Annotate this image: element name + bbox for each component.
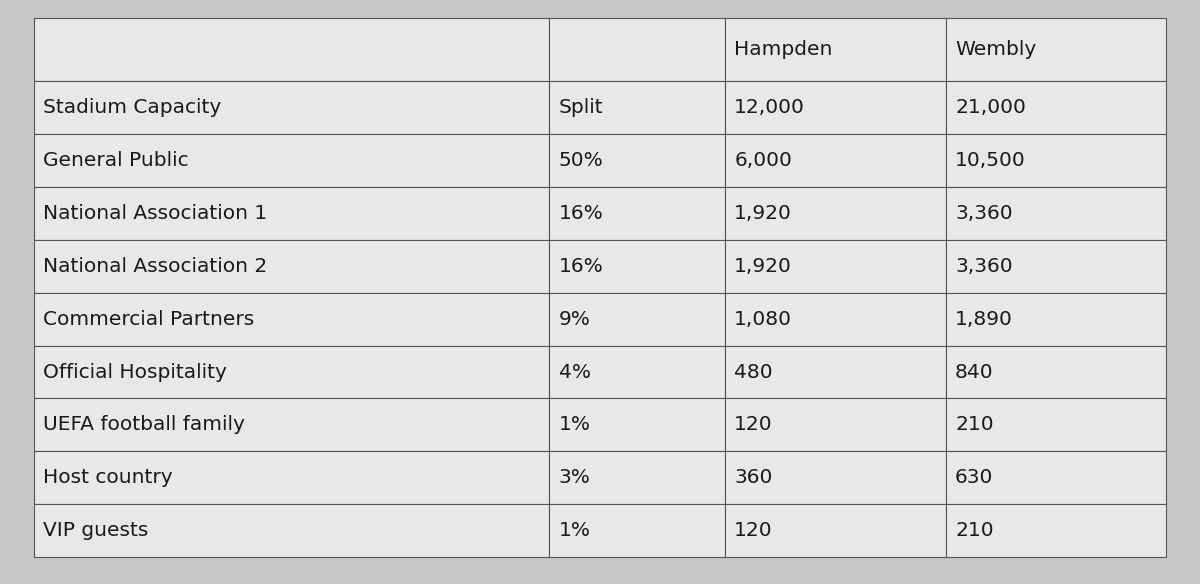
Text: 21,000: 21,000 [955, 98, 1026, 117]
Bar [946, 187, 1166, 239]
Text: VIP guests: VIP guests [43, 522, 149, 540]
Text: 6,000: 6,000 [734, 151, 792, 169]
Bar [550, 346, 725, 398]
Text: Hampden: Hampden [734, 40, 833, 58]
Text: 630: 630 [955, 468, 994, 488]
Text: 840: 840 [955, 363, 994, 381]
Text: 480: 480 [734, 363, 773, 381]
Text: 9%: 9% [559, 310, 590, 329]
Text: 1,920: 1,920 [734, 204, 792, 223]
Text: Commercial Partners: Commercial Partners [43, 310, 254, 329]
Bar [34, 293, 550, 346]
Text: General Public: General Public [43, 151, 188, 169]
Bar [550, 187, 725, 239]
Text: 3,360: 3,360 [955, 204, 1013, 223]
Text: 210: 210 [955, 415, 994, 434]
Text: 4%: 4% [559, 363, 590, 381]
Bar [946, 239, 1166, 293]
Text: 360: 360 [734, 468, 773, 488]
Bar [34, 81, 550, 134]
Text: 1,890: 1,890 [955, 310, 1013, 329]
Bar [550, 18, 725, 81]
Text: National Association 2: National Association 2 [43, 256, 268, 276]
Bar [550, 398, 725, 451]
Text: Stadium Capacity: Stadium Capacity [43, 98, 222, 117]
Bar [725, 81, 946, 134]
Text: 120: 120 [734, 415, 773, 434]
Text: 1,920: 1,920 [734, 256, 792, 276]
Bar [550, 293, 725, 346]
Bar [946, 505, 1166, 557]
Text: 12,000: 12,000 [734, 98, 805, 117]
Bar [946, 451, 1166, 505]
Bar [946, 134, 1166, 187]
Text: 50%: 50% [559, 151, 604, 169]
Bar [550, 81, 725, 134]
Text: 1%: 1% [559, 522, 590, 540]
Bar [725, 451, 946, 505]
Bar [34, 18, 550, 81]
Bar [946, 293, 1166, 346]
Bar [550, 134, 725, 187]
Bar [34, 398, 550, 451]
Bar [946, 346, 1166, 398]
Text: 16%: 16% [559, 204, 604, 223]
Text: Split: Split [559, 98, 604, 117]
Text: Host country: Host country [43, 468, 173, 488]
Text: 1,080: 1,080 [734, 310, 792, 329]
Text: National Association 1: National Association 1 [43, 204, 268, 223]
Bar [34, 346, 550, 398]
Bar [725, 293, 946, 346]
Bar [946, 18, 1166, 81]
Bar [34, 505, 550, 557]
Bar [725, 398, 946, 451]
Text: UEFA football family: UEFA football family [43, 415, 245, 434]
Bar [725, 18, 946, 81]
Bar [34, 187, 550, 239]
Bar [946, 81, 1166, 134]
Text: Wembly: Wembly [955, 40, 1037, 58]
Bar [550, 451, 725, 505]
Text: 1%: 1% [559, 415, 590, 434]
Bar [725, 505, 946, 557]
Text: 3%: 3% [559, 468, 590, 488]
Text: 210: 210 [955, 522, 994, 540]
Text: 120: 120 [734, 522, 773, 540]
Bar [725, 134, 946, 187]
Bar [34, 451, 550, 505]
Text: 16%: 16% [559, 256, 604, 276]
Bar [550, 239, 725, 293]
Text: 10,500: 10,500 [955, 151, 1026, 169]
Bar [34, 134, 550, 187]
Text: Official Hospitality: Official Hospitality [43, 363, 227, 381]
Bar [34, 239, 550, 293]
Bar [725, 187, 946, 239]
Bar [725, 346, 946, 398]
Bar [725, 239, 946, 293]
Bar [550, 505, 725, 557]
Bar [946, 398, 1166, 451]
Text: 3,360: 3,360 [955, 256, 1013, 276]
